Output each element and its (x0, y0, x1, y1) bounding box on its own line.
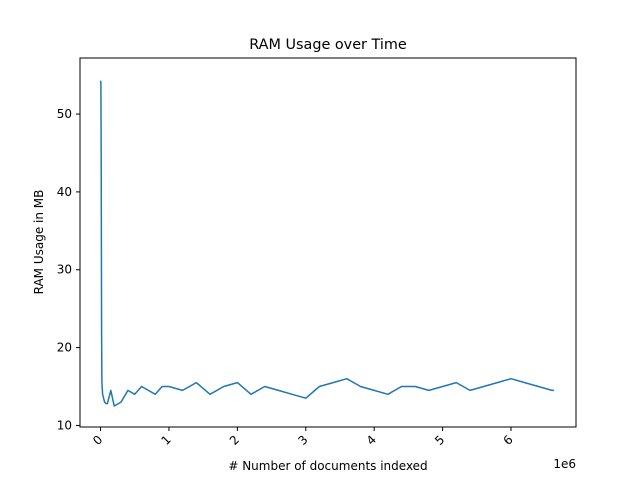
x-scale-offset-label: 1e6 (553, 457, 576, 471)
y-tick-label: 50 (57, 107, 72, 121)
y-axis-label: RAM Usage in MB (32, 190, 46, 295)
y-tick-label: 20 (57, 341, 72, 355)
y-tick-label: 10 (57, 418, 72, 432)
y-tick-label: 30 (57, 263, 72, 277)
x-axis-label: # Number of documents indexed (228, 459, 427, 473)
y-axis: 10 20 30 40 50 (57, 107, 80, 432)
series-line-0 (99, 80, 555, 407)
chart-title: RAM Usage over Time (249, 37, 407, 53)
y-tick-label: 40 (57, 185, 72, 199)
plot-frame (79, 57, 577, 428)
series-layer (99, 80, 555, 407)
